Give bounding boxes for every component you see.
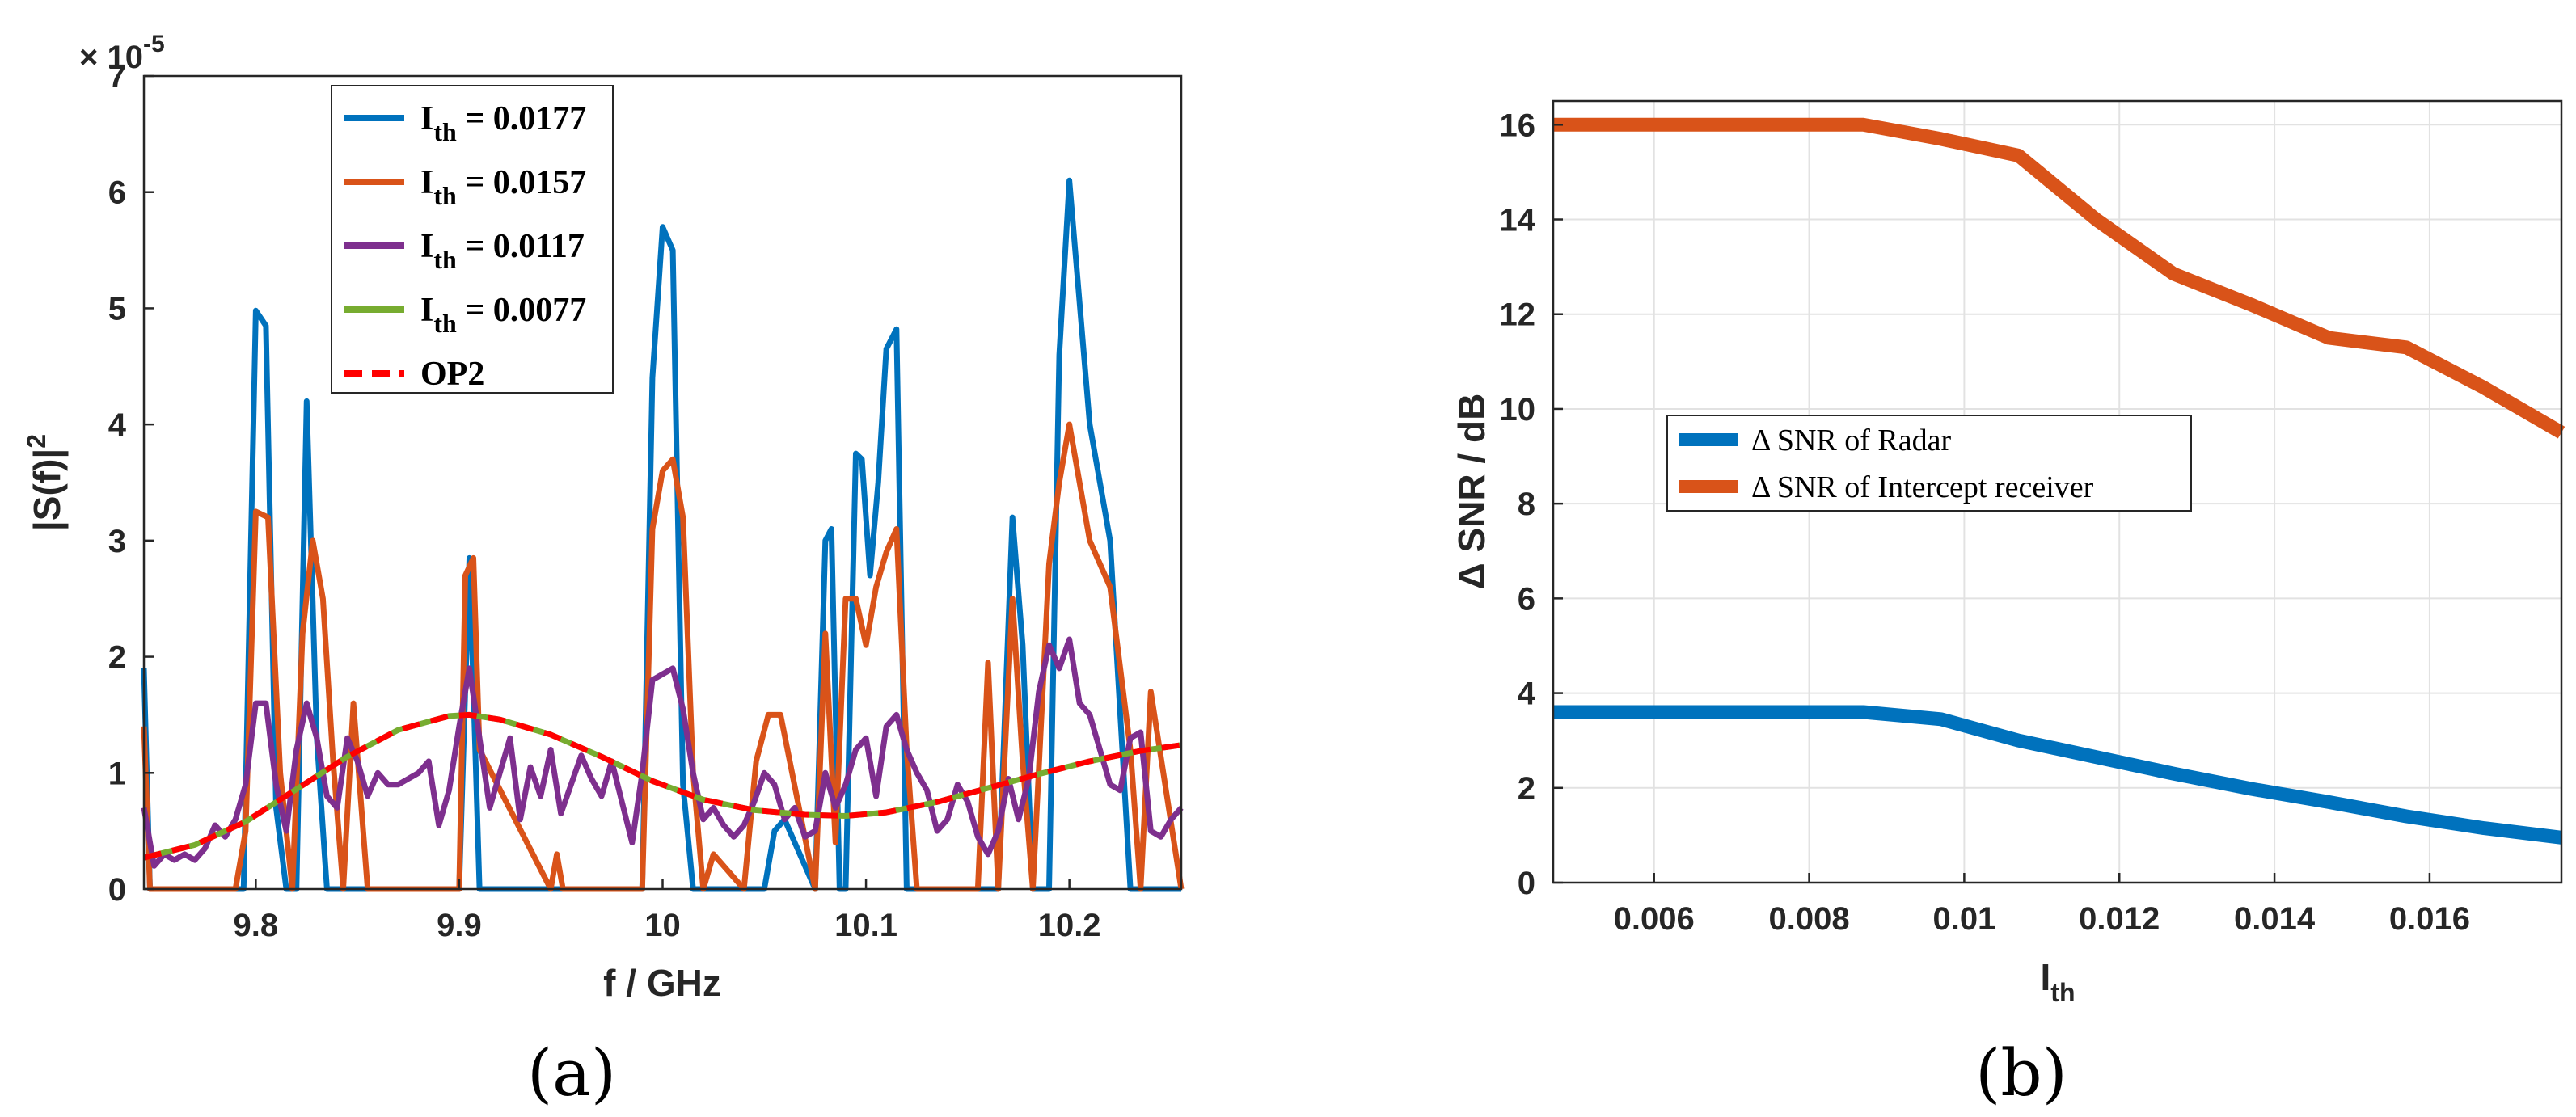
a-x-tick-label: 10.1 [834, 908, 897, 943]
a-series [141, 177, 1185, 892]
b-x-tick-label: 0.016 [2389, 901, 2470, 937]
a-panel-label: (a) [527, 1035, 616, 1111]
a-x-tick-label: 9.9 [437, 908, 482, 943]
a-y-tick-label: 4 [108, 407, 127, 443]
b-x-tick-label: 0.012 [2079, 901, 2160, 937]
chart-b: 0.006 0.008 0.01 0.012 0.014 0.016 0 2 4 6 8 10 12 14… [1451, 99, 2565, 1111]
a-y-exponent: × 10-5 [79, 31, 165, 75]
a-x-tick-label: 10.2 [1038, 908, 1101, 943]
b-legend-box [1666, 415, 2192, 512]
a-ticks: 9.8 9.9 10 10.1 10.2 0 1 2 3 4 5 6 7 [108, 59, 1101, 943]
a-series-line-3 [141, 636, 1184, 869]
b-y-tick-label: 6 [1518, 581, 1535, 617]
b-y-tick-label: 0 [1518, 866, 1535, 901]
b-y-tick-label: 12 [1500, 297, 1536, 333]
a-legend-label-5: OP2 [420, 356, 484, 393]
a-legend: Ith = 0.0177 Ith = 0.0157 Ith = 0.0117 Ith … [331, 85, 614, 394]
b-y-tick-label: 10 [1500, 392, 1536, 428]
a-legend-label-3: Ith = 0.0117 [420, 228, 585, 274]
b-x-tick-label: 0.008 [1768, 901, 1849, 937]
a-legend-label-4: Ith = 0.0077 [420, 292, 586, 338]
b-y-tick-label: 2 [1518, 771, 1535, 807]
a-legend-label-2: Ith = 0.0157 [420, 164, 586, 210]
b-y-tick-label: 14 [1500, 203, 1536, 238]
a-y-axis-label: |S(f)|2 [22, 434, 68, 531]
a-x-axis-label: f / GHz [603, 962, 721, 1004]
b-series-line-2 [1553, 117, 2565, 439]
a-y-tick-label: 6 [108, 175, 126, 211]
b-y-tick-label: 16 [1500, 107, 1536, 143]
b-plot-frame [1552, 99, 2563, 884]
a-y-tick-label: 5 [108, 291, 126, 327]
b-legend: Δ SNR of Radar Δ SNR of Intercept receive… [1666, 415, 2192, 512]
b-series [1553, 117, 2565, 845]
b-x-axis-label: Ith [2041, 956, 2076, 1007]
a-legend-label-1: Ith = 0.0177 [420, 100, 586, 146]
b-y-axis-label: Δ SNR / dB [1451, 394, 1493, 590]
a-series-line-5 [143, 711, 1182, 861]
b-y-tick-label: 4 [1518, 677, 1536, 712]
b-x-tick-label: 0.014 [2234, 901, 2316, 937]
a-y-tick-label: 7 [108, 59, 126, 95]
a-legend-box [331, 85, 614, 394]
b-series-line-1 [1553, 705, 2563, 845]
a-y-tick-label: 0 [108, 872, 126, 908]
a-x-tick-label: 10 [644, 908, 681, 943]
b-x-tick-label: 0.006 [1614, 901, 1695, 937]
a-y-tick-label: 3 [108, 524, 126, 559]
b-y-tick-label: 8 [1518, 487, 1535, 522]
a-x-tick-label: 9.8 [234, 908, 279, 943]
b-legend-label-2: Δ SNR of Intercept receiver [1751, 470, 2094, 504]
b-x-tick-label: 0.01 [1932, 901, 1995, 937]
b-legend-label-1: Δ SNR of Radar [1751, 424, 1951, 457]
b-panel-label: (b) [1975, 1035, 2067, 1111]
b-ticks: 0.006 0.008 0.01 0.012 0.014 0.016 0 2 4 6 8 10 12 14… [1500, 107, 2470, 937]
a-y-tick-label: 2 [108, 640, 126, 676]
a-y-tick-label: 1 [108, 756, 126, 791]
